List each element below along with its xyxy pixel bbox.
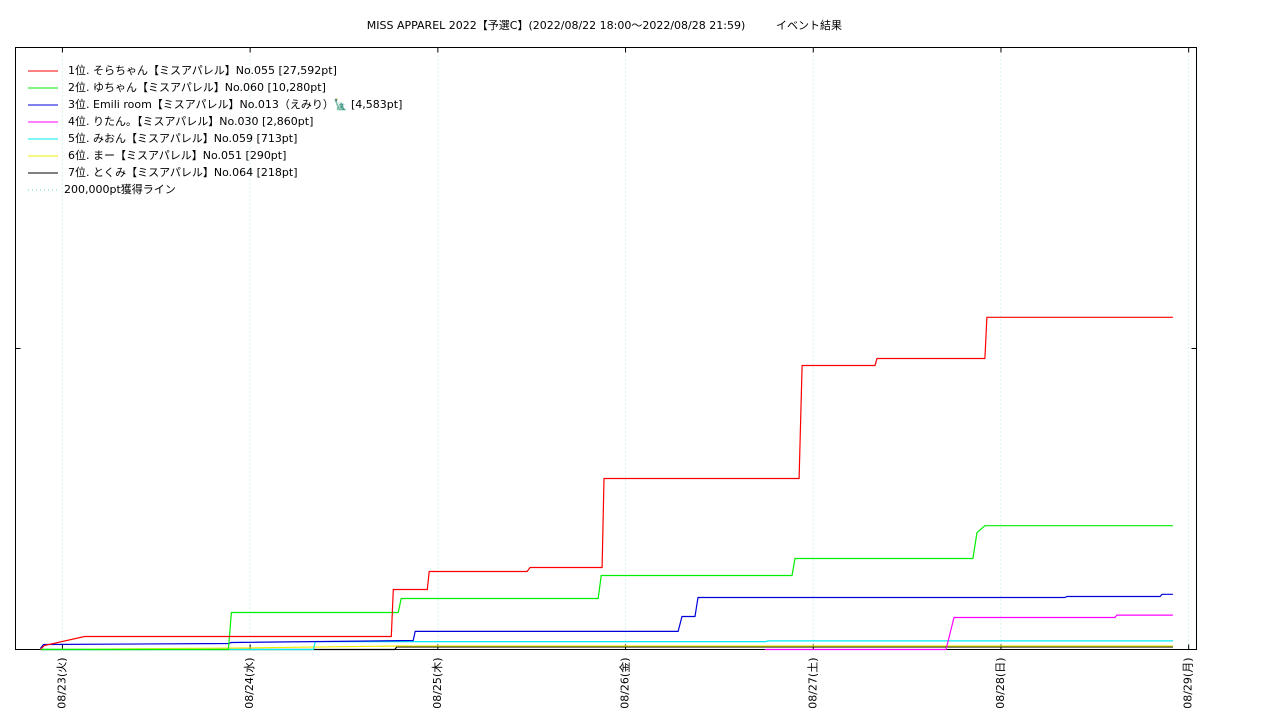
- series-line: [765, 614, 1173, 651]
- chart-subtitle: イベント結果: [776, 18, 842, 32]
- x-tick-label: 08/23(火): [55, 658, 68, 709]
- x-tick-label: 08/27(土): [806, 658, 819, 709]
- chart-title: MISS APPAREL 2022【予選C】(2022/08/22 18:00～…: [367, 19, 745, 32]
- x-tick-label: 08/25(木): [431, 658, 444, 709]
- legend-label: 5位. みおん【ミスアパレル】No.059 [713pt]: [68, 131, 297, 145]
- x-tick-label: 08/24(水): [243, 658, 256, 709]
- legend-label: 6位. まー【ミスアパレル】No.051 [290pt]: [68, 148, 286, 162]
- legend-label: 4位. りたん。【ミスアパレル】No.030 [2,860pt]: [68, 114, 313, 128]
- series-line: [40, 640, 1173, 651]
- legend-label: 2位. ゆちゃん【ミスアパレル】No.060 [10,280pt]: [68, 80, 326, 94]
- series-line: [40, 525, 1173, 651]
- legend-label: 3位. Emili room【ミスアパレル】No.013（えみり）🗽 [4,58…: [68, 97, 402, 111]
- legend-label: 200,000pt獲得ライン: [64, 183, 176, 196]
- legend-label: 1位. そらちゃん【ミスアパレル】No.055 [27,592pt]: [68, 63, 337, 77]
- x-tick-label: 08/28(日): [994, 658, 1007, 709]
- x-tick-label: 08/29(月): [1182, 658, 1195, 709]
- series-line: [40, 645, 1173, 651]
- x-tick-label: 08/26(金): [618, 658, 632, 709]
- legend-label: 7位. とくみ【ミスアパレル】No.064 [218pt]: [68, 165, 298, 179]
- series-line: [39, 316, 1173, 650]
